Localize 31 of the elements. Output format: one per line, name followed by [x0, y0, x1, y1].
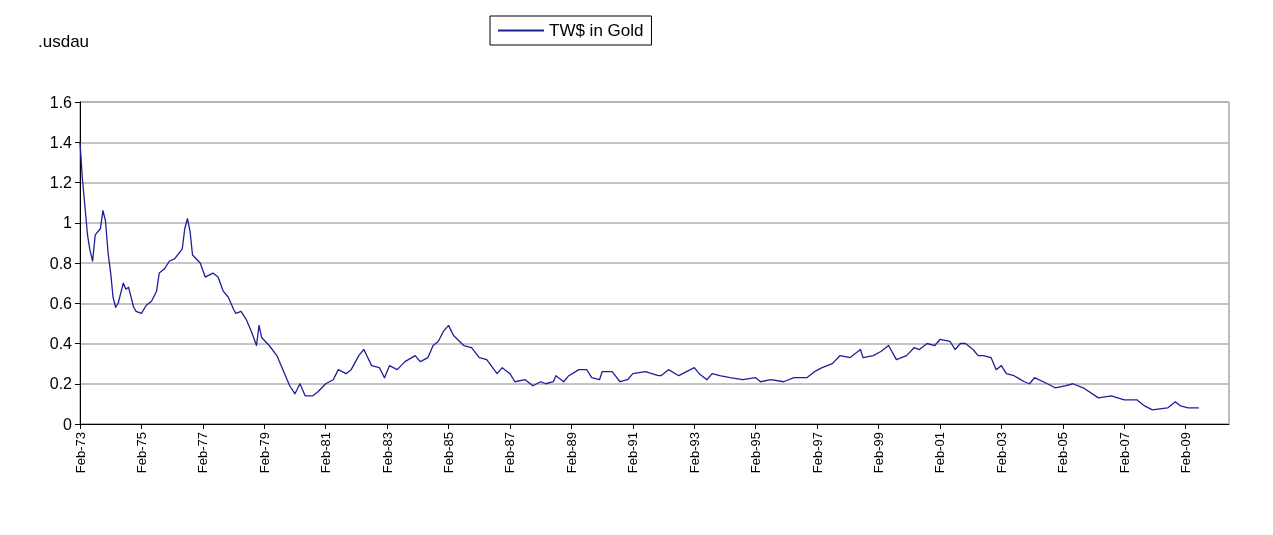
y-tick-label: 0.8 [49, 254, 73, 272]
line-series [79, 141, 1199, 411]
y-tick-label: 1 [63, 214, 73, 232]
x-tick-label: Feb-73 [72, 432, 88, 474]
x-tick-label: Feb-75 [133, 432, 149, 474]
y-tick-label: 0.4 [49, 335, 73, 352]
y-tick-label: 1.2 [49, 174, 73, 191]
x-tick-label: Feb-09 [1178, 432, 1194, 474]
y-tick-label: 1.6 [49, 93, 73, 111]
y-tick-label: 0 [63, 415, 73, 433]
x-tick-label: Feb-87 [502, 432, 518, 474]
x-tick-label: Feb-89 [563, 432, 579, 474]
x-tick-label: Feb-81 [318, 432, 334, 474]
x-tick-label: Feb-95 [748, 432, 764, 474]
y-tick-label: 0.6 [49, 294, 73, 312]
y-axis-title: .usdau [38, 32, 90, 51]
x-tick-label: Feb-79 [256, 432, 272, 474]
legend-label: TW$ in Gold [549, 21, 644, 40]
x-tick-label: Feb-01 [932, 432, 948, 474]
y-tick-label: 0.2 [49, 375, 73, 393]
x-tick-label: Feb-91 [625, 432, 641, 474]
x-tick-label: Feb-99 [871, 432, 887, 474]
x-tick-label: Feb-07 [1116, 432, 1132, 474]
x-tick-label: Feb-85 [441, 432, 457, 474]
x-tick-label: Feb-03 [993, 432, 1009, 474]
x-tick-label: Feb-05 [1055, 432, 1071, 474]
x-tick-label: Feb-77 [195, 432, 211, 474]
x-tick-label: Feb-97 [809, 432, 825, 474]
y-tick-label: 1.4 [49, 133, 73, 151]
x-tick-label: Feb-93 [686, 432, 702, 474]
x-tick-label: Feb-83 [379, 432, 395, 474]
